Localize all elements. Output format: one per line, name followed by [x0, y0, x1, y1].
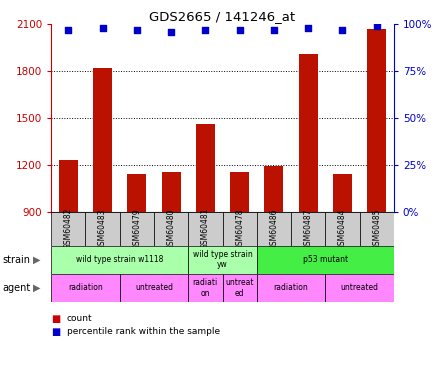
Text: ▶: ▶: [32, 283, 40, 293]
Point: [373, 23, 380, 29]
Text: radiation: radiation: [274, 284, 308, 292]
Text: wild type strain w1118: wild type strain w1118: [76, 255, 163, 264]
Text: percentile rank within the sample: percentile rank within the sample: [67, 327, 220, 336]
Bar: [196, 124, 215, 212]
Point: [65, 27, 72, 33]
Bar: [360, 212, 394, 246]
Bar: [51, 212, 85, 246]
Text: GSM60478: GSM60478: [235, 208, 244, 249]
Text: GSM60485: GSM60485: [372, 208, 381, 249]
Bar: [264, 166, 283, 212]
Point: [168, 29, 175, 35]
Bar: [93, 68, 112, 212]
Text: GSM60487: GSM60487: [303, 208, 313, 249]
Text: ■: ■: [51, 327, 61, 337]
Point: [134, 27, 141, 33]
Text: untreated: untreated: [135, 284, 173, 292]
Bar: [188, 274, 222, 302]
Bar: [51, 274, 120, 302]
Bar: [51, 246, 188, 274]
Bar: [367, 29, 386, 212]
Text: ▶: ▶: [32, 255, 40, 265]
Point: [305, 25, 312, 31]
Bar: [222, 274, 257, 302]
Text: ■: ■: [51, 314, 61, 324]
Bar: [154, 212, 188, 246]
Bar: [162, 172, 181, 212]
Text: GSM60486: GSM60486: [269, 208, 279, 249]
Bar: [120, 274, 188, 302]
Point: [99, 25, 106, 31]
Text: wild type strain
yw: wild type strain yw: [193, 250, 252, 269]
Point: [271, 27, 278, 33]
Bar: [291, 212, 325, 246]
Bar: [333, 174, 352, 212]
Bar: [188, 246, 257, 274]
Bar: [188, 212, 222, 246]
Text: p53 mutant: p53 mutant: [303, 255, 348, 264]
Point: [202, 27, 209, 33]
Bar: [127, 174, 146, 212]
Bar: [325, 212, 360, 246]
Bar: [257, 274, 325, 302]
Point: [339, 27, 346, 33]
Bar: [257, 212, 291, 246]
Text: GSM60483: GSM60483: [98, 208, 107, 249]
Bar: [85, 212, 120, 246]
Text: GSM60482: GSM60482: [64, 208, 73, 249]
Bar: [59, 160, 78, 212]
Bar: [257, 246, 394, 274]
Text: agent: agent: [2, 283, 30, 293]
Text: radiation: radiation: [68, 284, 103, 292]
Text: GSM60481: GSM60481: [201, 208, 210, 249]
Text: GSM60479: GSM60479: [132, 208, 142, 250]
Bar: [299, 54, 318, 212]
Title: GDS2665 / 141246_at: GDS2665 / 141246_at: [150, 10, 295, 23]
Bar: [222, 212, 257, 246]
Text: radiati
on: radiati on: [193, 278, 218, 297]
Text: count: count: [67, 314, 93, 323]
Text: untreated: untreated: [340, 284, 379, 292]
Text: strain: strain: [2, 255, 30, 265]
Text: GSM60480: GSM60480: [166, 208, 176, 249]
Bar: [120, 212, 154, 246]
Point: [236, 27, 243, 33]
Text: GSM60484: GSM60484: [338, 208, 347, 249]
Bar: [230, 172, 249, 212]
Bar: [325, 274, 394, 302]
Text: untreat
ed: untreat ed: [225, 278, 254, 297]
